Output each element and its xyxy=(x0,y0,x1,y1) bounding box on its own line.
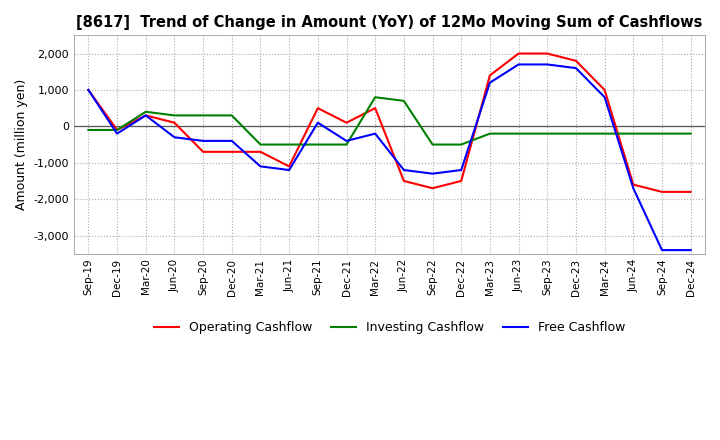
Operating Cashflow xyxy=(141,113,150,118)
Operating Cashflow xyxy=(514,51,523,56)
Operating Cashflow xyxy=(629,182,638,187)
Investing Cashflow xyxy=(485,131,494,136)
Investing Cashflow xyxy=(228,113,236,118)
Operating Cashflow xyxy=(228,149,236,154)
Free Cashflow xyxy=(342,138,351,143)
Title: [8617]  Trend of Change in Amount (YoY) of 12Mo Moving Sum of Cashflows: [8617] Trend of Change in Amount (YoY) o… xyxy=(76,15,703,30)
Investing Cashflow xyxy=(285,142,294,147)
Operating Cashflow xyxy=(113,127,122,132)
Free Cashflow xyxy=(141,113,150,118)
Investing Cashflow xyxy=(572,131,580,136)
Operating Cashflow xyxy=(686,189,695,194)
Operating Cashflow xyxy=(285,164,294,169)
Operating Cashflow xyxy=(256,149,265,154)
Investing Cashflow xyxy=(170,113,179,118)
Free Cashflow xyxy=(371,131,379,136)
Free Cashflow xyxy=(228,138,236,143)
Operating Cashflow xyxy=(543,51,552,56)
Investing Cashflow xyxy=(371,95,379,100)
Line: Investing Cashflow: Investing Cashflow xyxy=(89,97,690,145)
Free Cashflow xyxy=(256,164,265,169)
Investing Cashflow xyxy=(514,131,523,136)
Free Cashflow xyxy=(313,120,322,125)
Investing Cashflow xyxy=(342,142,351,147)
Free Cashflow xyxy=(285,167,294,172)
Investing Cashflow xyxy=(400,98,408,103)
Operating Cashflow xyxy=(170,120,179,125)
Operating Cashflow xyxy=(342,120,351,125)
Investing Cashflow xyxy=(543,131,552,136)
Free Cashflow xyxy=(428,171,437,176)
Operating Cashflow xyxy=(428,186,437,191)
Free Cashflow xyxy=(600,95,609,100)
Free Cashflow xyxy=(170,135,179,140)
Legend: Operating Cashflow, Investing Cashflow, Free Cashflow: Operating Cashflow, Investing Cashflow, … xyxy=(149,316,630,339)
Investing Cashflow xyxy=(428,142,437,147)
Investing Cashflow xyxy=(113,127,122,132)
Operating Cashflow xyxy=(313,106,322,111)
Free Cashflow xyxy=(657,247,666,253)
Investing Cashflow xyxy=(457,142,466,147)
Free Cashflow xyxy=(629,186,638,191)
Investing Cashflow xyxy=(657,131,666,136)
Investing Cashflow xyxy=(141,109,150,114)
Free Cashflow xyxy=(199,138,207,143)
Free Cashflow xyxy=(84,87,93,92)
Operating Cashflow xyxy=(657,189,666,194)
Free Cashflow xyxy=(400,167,408,172)
Free Cashflow xyxy=(572,66,580,71)
Y-axis label: Amount (million yen): Amount (million yen) xyxy=(15,79,28,210)
Operating Cashflow xyxy=(600,87,609,92)
Free Cashflow xyxy=(686,247,695,253)
Operating Cashflow xyxy=(572,58,580,63)
Free Cashflow xyxy=(514,62,523,67)
Operating Cashflow xyxy=(199,149,207,154)
Free Cashflow xyxy=(485,80,494,85)
Operating Cashflow xyxy=(485,73,494,78)
Operating Cashflow xyxy=(400,178,408,183)
Investing Cashflow xyxy=(313,142,322,147)
Free Cashflow xyxy=(543,62,552,67)
Investing Cashflow xyxy=(629,131,638,136)
Operating Cashflow xyxy=(371,106,379,111)
Operating Cashflow xyxy=(84,87,93,92)
Investing Cashflow xyxy=(84,127,93,132)
Investing Cashflow xyxy=(199,113,207,118)
Investing Cashflow xyxy=(686,131,695,136)
Line: Operating Cashflow: Operating Cashflow xyxy=(89,54,690,192)
Line: Free Cashflow: Free Cashflow xyxy=(89,64,690,250)
Investing Cashflow xyxy=(600,131,609,136)
Free Cashflow xyxy=(113,131,122,136)
Free Cashflow xyxy=(457,167,466,172)
Operating Cashflow xyxy=(457,178,466,183)
Investing Cashflow xyxy=(256,142,265,147)
